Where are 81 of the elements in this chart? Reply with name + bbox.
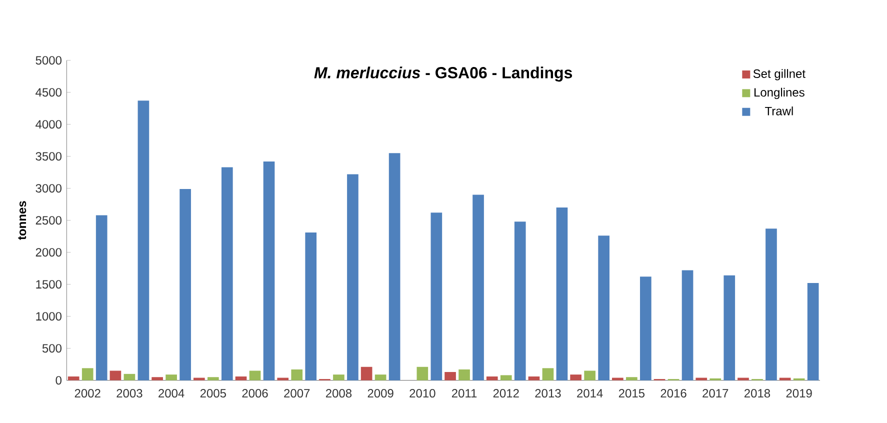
x-tick-label: 2016 (660, 389, 686, 398)
bar (570, 374, 582, 380)
bar (779, 378, 791, 380)
bar (542, 368, 554, 380)
bar (124, 374, 136, 380)
y-tick-label: 3500 (36, 152, 62, 161)
bar (486, 376, 498, 380)
x-tick-label: 2015 (618, 389, 645, 398)
bar (263, 161, 275, 380)
bar (152, 377, 163, 380)
bar (724, 275, 736, 380)
x-tick-label: 2003 (116, 389, 142, 398)
bar (291, 369, 303, 380)
bar (388, 153, 400, 380)
bar (696, 378, 708, 380)
bar (528, 376, 540, 380)
bar (807, 283, 819, 380)
bar (556, 208, 568, 380)
bar (249, 370, 261, 380)
bar (68, 376, 80, 380)
bar (235, 376, 247, 380)
bar (374, 374, 386, 380)
bar (584, 370, 596, 380)
x-tick-label: 2006 (242, 389, 268, 398)
legend-label: Longlines (754, 88, 804, 99)
bar (598, 236, 610, 380)
y-tick-label: 3000 (36, 184, 62, 193)
y-tick-label: 2500 (36, 216, 62, 225)
bar (138, 100, 150, 380)
x-tick-label: 2008 (326, 389, 352, 398)
x-tick-label: 2005 (200, 389, 226, 398)
bar (612, 378, 624, 380)
y-tick-label: 0 (56, 376, 62, 385)
x-tick-label: 2014 (577, 389, 603, 398)
bar (444, 372, 456, 380)
y-tick-label: 4500 (36, 88, 62, 97)
bar (166, 374, 177, 380)
y-tick-label: 2000 (36, 248, 62, 257)
bar (766, 228, 777, 380)
bar (738, 378, 749, 380)
x-tick-label: 2011 (452, 389, 477, 398)
bar (277, 378, 289, 380)
y-tick-label: 4000 (36, 120, 62, 129)
bar (472, 194, 484, 380)
bar (221, 167, 233, 380)
x-tick-label: 2019 (786, 389, 812, 398)
bar (500, 375, 512, 380)
x-tick-label: 2007 (284, 389, 310, 398)
bar (347, 174, 358, 380)
bar (82, 368, 94, 380)
bar (207, 377, 219, 380)
chart-title: M. merluccius - GSA06 - Landings (314, 66, 572, 82)
bar (305, 232, 317, 380)
bar (514, 222, 526, 380)
bar (458, 369, 470, 380)
bar (682, 270, 694, 380)
bar (416, 366, 428, 380)
x-tick-label: 2013 (535, 389, 561, 398)
y-tick-label: 5000 (36, 56, 62, 65)
legend-label: Trawl (765, 106, 793, 116)
y-axis-title: tonnes (18, 201, 26, 240)
bar (193, 378, 205, 380)
bar (96, 215, 108, 380)
x-tick-label: 2010 (410, 389, 436, 398)
x-tick-label: 2012 (493, 389, 519, 398)
x-tick-label: 2017 (702, 389, 728, 398)
bar (180, 188, 191, 380)
bar (640, 276, 652, 380)
bar (430, 212, 442, 380)
x-tick-label: 2004 (158, 389, 184, 398)
bar (333, 374, 344, 380)
x-tick-label: 2009 (368, 389, 394, 398)
x-tick-label: 2018 (744, 389, 770, 398)
x-tick-label: 2002 (74, 389, 100, 398)
bar (110, 370, 122, 380)
legend-label: Set gillnet (753, 69, 806, 80)
y-tick-label: 1000 (36, 312, 62, 321)
y-tick-label: 500 (42, 344, 62, 353)
bar (360, 366, 372, 380)
y-tick-label: 1500 (36, 280, 62, 289)
bar (626, 377, 638, 380)
